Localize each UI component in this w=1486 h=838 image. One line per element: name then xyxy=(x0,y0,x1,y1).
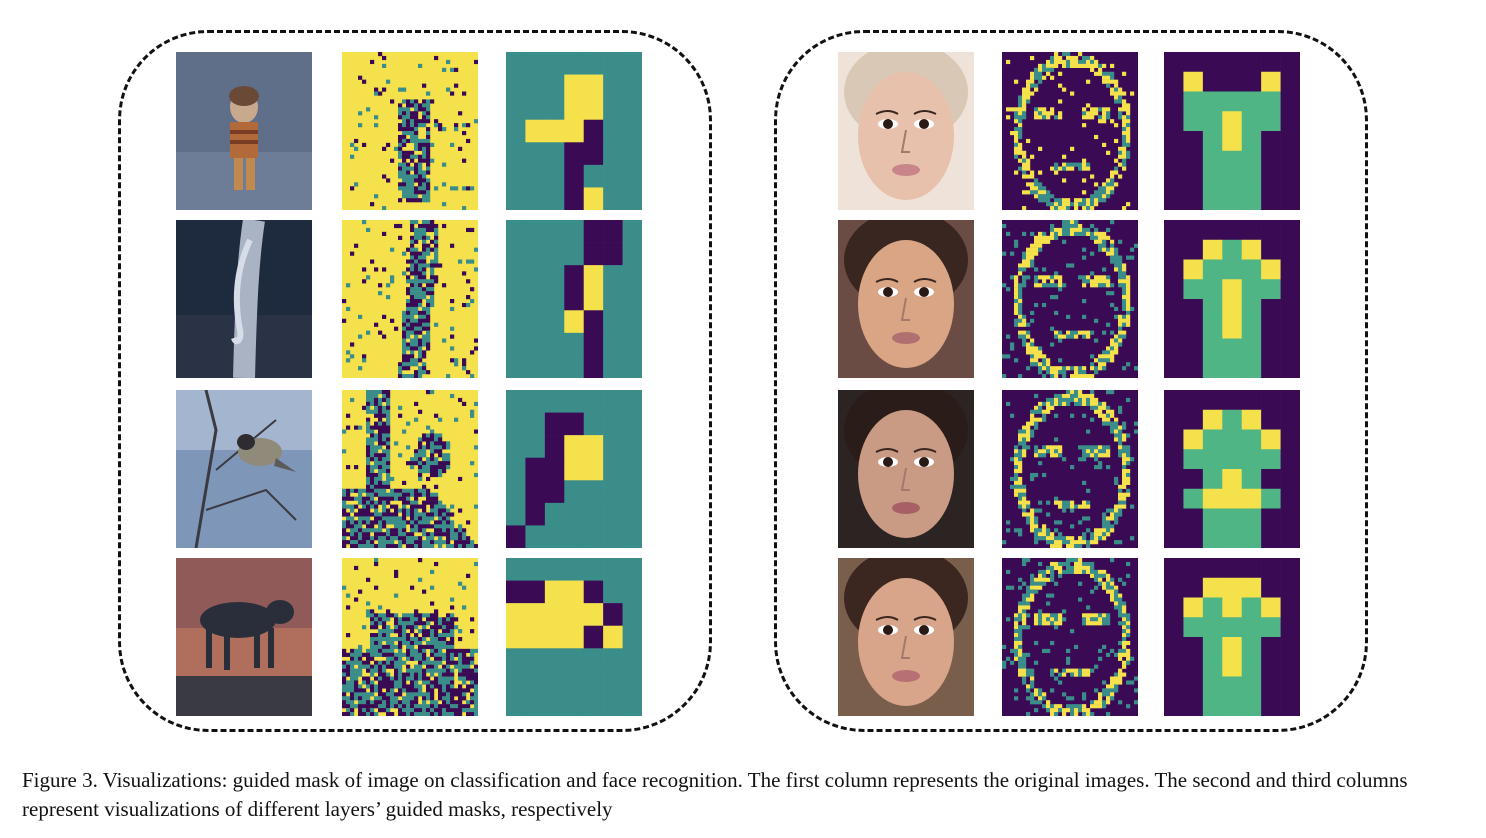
face-recognition-row-4-fine-mask xyxy=(1002,558,1138,716)
face-recognition-row-2-fine-mask xyxy=(1002,220,1138,378)
classification-row-4-original-image xyxy=(176,558,312,716)
face-recognition-row-4-original-image xyxy=(838,558,974,716)
classification-row-3-coarse-mask xyxy=(506,390,642,548)
classification-row-1-fine-mask xyxy=(342,52,478,210)
classification-row-2-original-image xyxy=(176,220,312,378)
face-recognition-panel-frame xyxy=(774,30,1368,732)
classification-row-1-original-image xyxy=(176,52,312,210)
face-recognition-row-3-coarse-mask xyxy=(1164,390,1300,548)
face-recognition-row-1-coarse-mask xyxy=(1164,52,1300,210)
face-recognition-row-2-coarse-mask xyxy=(1164,220,1300,378)
classification-row-3-fine-mask xyxy=(342,390,478,548)
face-recognition-row-3-original-image xyxy=(838,390,974,548)
face-recognition-row-2-original-image xyxy=(838,220,974,378)
face-recognition-row-1-fine-mask xyxy=(1002,52,1138,210)
classification-row-4-coarse-mask xyxy=(506,558,642,716)
classification-row-1-coarse-mask xyxy=(506,52,642,210)
classification-panel-frame xyxy=(118,30,712,732)
figure xyxy=(118,30,1368,732)
classification-row-3-original-image xyxy=(176,390,312,548)
face-recognition-row-4-coarse-mask xyxy=(1164,558,1300,716)
face-recognition-row-3-fine-mask xyxy=(1002,390,1138,548)
classification-row-2-coarse-mask xyxy=(506,220,642,378)
figure-caption: Figure 3. Visualizations: guided mask of… xyxy=(22,768,1408,821)
classification-row-2-fine-mask xyxy=(342,220,478,378)
classification-row-4-fine-mask xyxy=(342,558,478,716)
face-recognition-row-1-original-image xyxy=(838,52,974,210)
